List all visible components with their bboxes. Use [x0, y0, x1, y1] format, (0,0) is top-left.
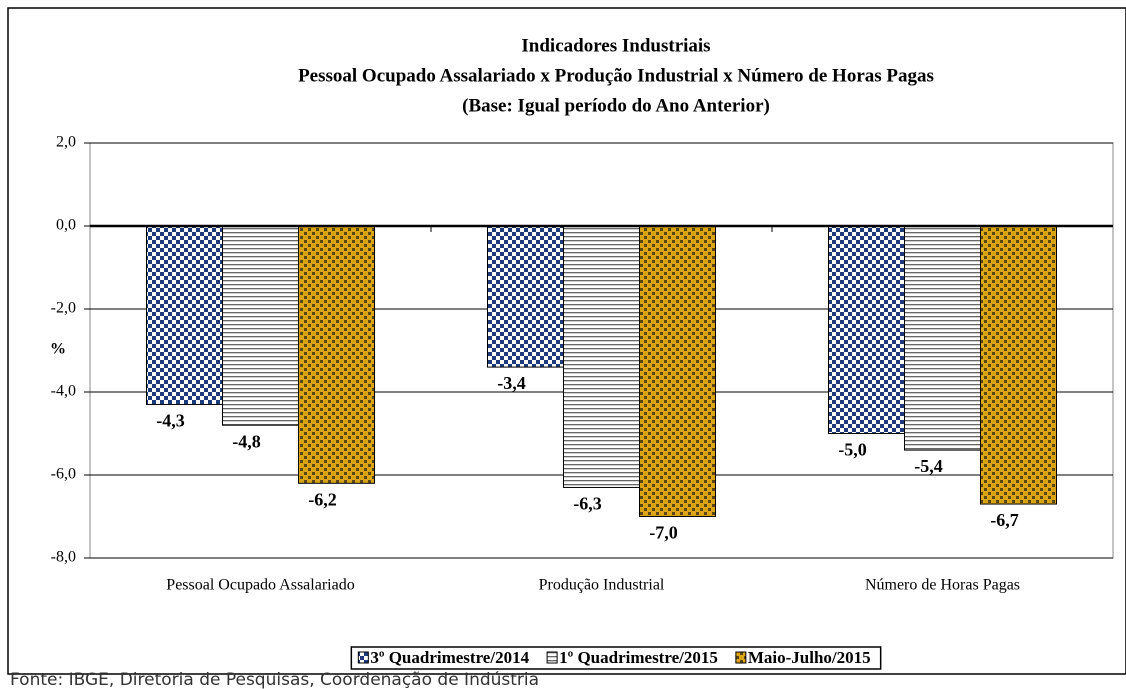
bar	[222, 225, 299, 426]
data-label: -7,0	[649, 523, 678, 543]
y-tick-label: -8,0	[51, 549, 76, 566]
legend-swatch	[357, 651, 369, 664]
data-label: -6,7	[990, 510, 1019, 530]
bar	[904, 225, 981, 451]
legend-label: 1º Quadrimestre/2015	[559, 648, 718, 667]
legend-swatch	[546, 651, 558, 664]
x-tick-label: Pessoal Ocupado Assalariado	[166, 577, 354, 594]
data-label: -6,3	[573, 494, 602, 514]
chart-title: Indicadores Industriais	[521, 35, 710, 56]
bar	[828, 225, 905, 434]
source: Fonte: IBGE, Diretoria de Pesquisas, Coo…	[10, 670, 539, 689]
bar	[146, 225, 223, 405]
data-label: -3,4	[497, 373, 526, 393]
y-tick-label: 0,0	[56, 217, 76, 234]
bar	[298, 225, 375, 484]
y-tick-label: -2,0	[51, 300, 76, 317]
y-axis-label: %	[50, 341, 66, 358]
bar	[980, 225, 1057, 505]
legend: 3º Quadrimestre/2014 1º Quadrimestre/2015…	[350, 646, 882, 670]
data-label: -5,4	[914, 456, 943, 476]
legend-box	[350, 646, 882, 670]
legend-label: Maio-Julho/2015	[748, 648, 871, 667]
bar	[639, 225, 716, 517]
chart-title: Pessoal Ocupado Assalariado x Produção I…	[298, 65, 934, 86]
x-tick-label: Número de Horas Pagas	[865, 577, 1020, 594]
y-tick-label: -4,0	[51, 383, 76, 400]
y-tick-label: -6,0	[51, 466, 76, 483]
x-tick-label: Produção Industrial	[539, 577, 665, 594]
data-label: -4,3	[156, 411, 185, 431]
data-label: -5,0	[838, 440, 867, 460]
chart-title: (Base: Igual período do Ano Anterior)	[462, 95, 770, 116]
legend-label: 3º Quadrimestre/2014	[370, 648, 529, 667]
bar	[487, 225, 564, 368]
legend-swatch	[735, 651, 747, 664]
y-tick-label: 2,0	[56, 134, 76, 151]
data-label: -6,2	[308, 489, 337, 509]
bar	[563, 225, 640, 488]
data-label: -4,8	[232, 431, 261, 451]
